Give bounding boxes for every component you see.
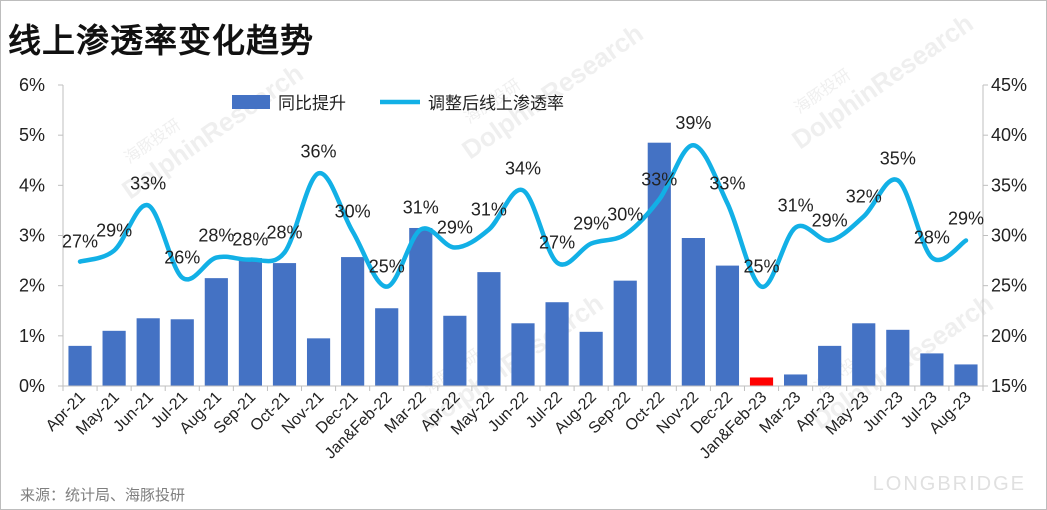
y-right-tick-label: 25%: [991, 276, 1027, 296]
y-right-tick-label: 45%: [991, 75, 1027, 95]
bar: [238, 258, 262, 386]
line-data-label: 25%: [744, 257, 780, 277]
bar: [715, 265, 740, 386]
bar: [409, 227, 433, 386]
line-series: [77, 142, 969, 289]
bar: [443, 315, 467, 386]
bar: [136, 318, 160, 386]
bar: [954, 364, 978, 386]
bar: [341, 257, 365, 386]
y-left-tick-label: 2%: [19, 276, 45, 296]
line-data-label: 30%: [607, 204, 643, 224]
line-data-label: 31%: [471, 199, 507, 219]
line-data-label: 29%: [437, 218, 473, 238]
bar: [852, 323, 876, 386]
bar: [477, 272, 501, 386]
y-right-tick-label: 35%: [991, 175, 1027, 195]
line-data-label: 29%: [96, 221, 132, 241]
line-data-label: 27%: [539, 233, 575, 253]
line-data-label: 28%: [198, 226, 234, 246]
bar: [920, 353, 944, 386]
bar: [102, 330, 126, 386]
y-right-tick-label: 30%: [991, 226, 1027, 246]
line-data-label: 35%: [880, 148, 916, 168]
bar: [818, 345, 842, 386]
source-note: 来源：统计局、海豚投研: [20, 486, 186, 504]
line-data-label: 26%: [164, 248, 200, 268]
line-data-label: 30%: [335, 201, 371, 221]
line-data-label: 33%: [709, 173, 745, 193]
line-data-label: 28%: [266, 223, 302, 243]
bar: [170, 319, 194, 386]
y-right-tick-label: 15%: [991, 376, 1027, 396]
y-left-tick-label: 5%: [19, 125, 45, 145]
y-left-tick-label: 0%: [19, 376, 45, 396]
bar: [681, 238, 705, 386]
line-data-label: 31%: [403, 197, 439, 217]
y-left-tick-label: 1%: [19, 326, 45, 346]
line-data-label: 29%: [948, 209, 984, 229]
bar: [511, 323, 535, 386]
line-data-label: 29%: [573, 214, 609, 234]
watermark-text: DolphinResearch: [456, 18, 648, 165]
legend-line-label: 调整后线上渗透率: [428, 94, 564, 113]
bar: [613, 280, 637, 386]
line-data-label: 36%: [301, 141, 337, 161]
line-data-label: 29%: [812, 211, 848, 231]
line-data-label: 32%: [846, 186, 882, 206]
y-right-tick-label: 20%: [991, 326, 1027, 346]
line-data-label: 28%: [914, 228, 950, 248]
watermark-brand: LONGBRIDGE: [873, 473, 1026, 495]
bar: [749, 377, 774, 386]
legend-bar-swatch: [232, 95, 270, 109]
data-labels: 27%29%33%26%28%28%28%36%30%25%31%29%31%3…: [62, 113, 984, 276]
legend: 同比提升 调整后线上渗透率: [232, 94, 564, 113]
penetration-line: [77, 142, 969, 289]
line-data-label: 25%: [369, 257, 405, 277]
bar: [784, 374, 808, 386]
y-left-tick-label: 6%: [19, 75, 45, 95]
bar: [306, 338, 331, 386]
line-data-label: 31%: [778, 195, 814, 215]
legend-bar-label: 同比提升: [278, 94, 346, 113]
line-data-label: 28%: [232, 230, 268, 250]
bar: [272, 263, 297, 386]
y-left-tick-label: 4%: [19, 175, 45, 195]
line-data-label: 33%: [641, 169, 677, 189]
bar: [545, 302, 569, 386]
line-data-label: 33%: [130, 173, 166, 193]
watermark-text: DolphinResearch: [786, 8, 978, 155]
line-data-label: 39%: [675, 113, 711, 133]
bar: [68, 345, 92, 386]
line-data-label: 27%: [62, 232, 98, 252]
y-right-tick-label: 40%: [991, 125, 1027, 145]
y-left-tick-label: 3%: [19, 226, 45, 246]
chart-title: 线上渗透率变化趋势: [8, 21, 314, 60]
bar: [886, 329, 910, 386]
bar: [579, 331, 603, 386]
line-data-label: 34%: [505, 158, 541, 178]
bar: [375, 308, 399, 386]
bar: [204, 278, 228, 386]
